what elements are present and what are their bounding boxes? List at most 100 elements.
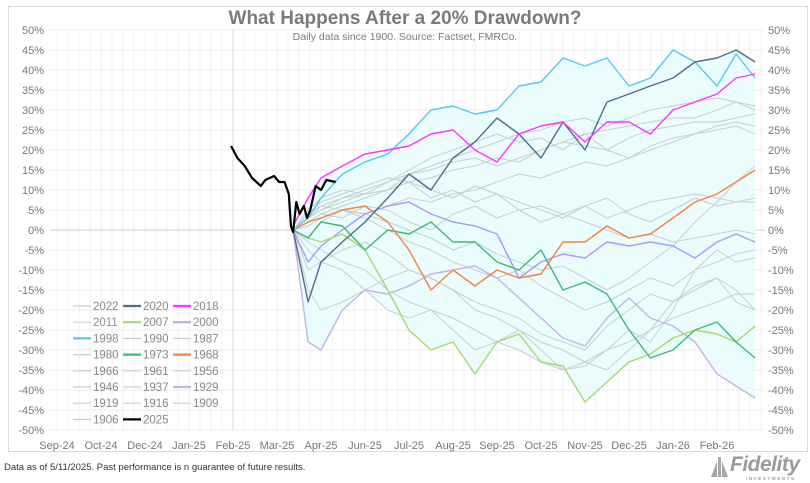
y-tick-label-left: 25% [22,125,44,137]
y-tick-label-left: -40% [18,385,44,397]
legend-label-2020: 2020 [143,301,169,313]
y-tick-label-left: 15% [22,165,44,177]
chart-title: What Happens After a 20% Drawdown? [228,8,582,29]
series-line-1909 [292,181,756,243]
legend-label-1929: 1929 [193,382,219,394]
x-tick-label: Jan-26 [656,440,690,452]
legend-label-1919: 1919 [93,398,119,410]
y-tick-label-left: -45% [18,405,44,417]
series-line-1937 [292,229,756,371]
series-line-1973 [292,221,756,359]
y-tick-label-right: -5% [768,245,788,257]
y-tick-label-right: -35% [768,365,794,377]
y-tick-label-right: 35% [768,85,790,97]
legend-label-1946: 1946 [93,382,119,394]
y-tick-label-left: 30% [22,105,44,117]
legend-label-1980: 1980 [93,350,119,362]
y-tick-label-left: -35% [18,365,44,377]
x-tick-label: Jun-25 [348,440,382,452]
y-tick-label-right: -20% [768,305,794,317]
x-tick-label: Jul-25 [394,440,424,452]
series-line-1980 [292,125,756,231]
y-tick-label-left: -50% [18,425,44,437]
y-tick-label-left: -10% [18,265,44,277]
fidelity-logo: Fidelity INVESTMENTS [708,453,808,483]
y-tick-label-right: 5% [768,205,784,217]
series-line-1998 [292,49,756,231]
y-tick-label-right: 25% [768,125,790,137]
legend-label-1973: 1973 [143,350,169,362]
x-tick-label: Oct-25 [524,440,557,452]
series-line-1929 [292,229,756,399]
disclaimer: Data as of 5/11/2025. Past performance i… [4,462,306,473]
legend-label-1916: 1916 [143,398,169,410]
legend-label-1956: 1956 [193,366,219,378]
logo-subtext: INVESTMENTS [746,476,796,481]
x-tick-label: Nov-25 [567,440,602,452]
series-line-1956 [292,165,756,291]
series-line-2007 [292,229,756,403]
y-tick-label-right: -10% [768,265,794,277]
y-tick-label-left: 35% [22,85,44,97]
x-tick-label: Sep-24 [39,440,74,452]
legend-label-1966: 1966 [93,366,119,378]
x-tick-label: Dec-25 [611,440,646,452]
y-tick-label-right: 45% [768,45,790,57]
series-line-2025 [230,145,336,234]
range-band [293,50,756,402]
y-tick-label-right: -25% [768,325,794,337]
x-tick-label: Dec-24 [127,440,162,452]
legend-label-2025: 2025 [143,414,169,426]
x-tick-label: Apr-25 [304,440,337,452]
y-tick-label-right: 20% [768,145,790,157]
x-tick-label: Oct-24 [84,440,117,452]
y-tick-label-left: 45% [22,45,44,57]
series-line-2018 [292,73,756,227]
legend-label-1909: 1909 [193,398,219,410]
y-tick-label-right: 0% [768,225,784,237]
logo-wordmark: Fidelity [730,453,800,476]
pyramid-icon [711,457,728,477]
x-tick-label: Feb-26 [700,440,735,452]
legend-label-2018: 2018 [193,301,219,313]
legend-label-1961: 1961 [143,366,169,378]
x-tick-label: Mar-25 [260,440,295,452]
legend-label-1937: 1937 [143,382,169,394]
legend-label-2007: 2007 [143,317,169,329]
series-line-1968 [292,169,756,291]
y-tick-label-right: 10% [768,185,790,197]
y-tick-label-right: -40% [768,385,794,397]
series-line-1990 [292,113,756,231]
y-tick-label-left: -30% [18,345,44,357]
y-tick-label-left: -20% [18,305,44,317]
legend-label-2011: 2011 [93,317,118,329]
y-tick-label-left: 5% [28,205,44,217]
y-tick-label-left: -5% [24,245,44,257]
y-tick-label-right: 50% [768,25,790,37]
legend-label-1906: 1906 [93,414,119,426]
legend-label-1968: 1968 [193,350,219,362]
y-tick-label-left: 40% [22,65,44,77]
y-tick-label-right: -45% [768,405,794,417]
legend: 2022 2020 2018 2011 2007 2000 1998 1990 1987 1980… [73,301,219,426]
legend-label-1998: 1998 [93,333,119,345]
y-tick-label-right: -30% [768,345,794,357]
legend-label-1990: 1990 [143,333,169,345]
y-tick-label-right: 40% [768,65,790,77]
legend-label-2022: 2022 [93,301,119,313]
x-tick-label: Sep-25 [479,440,514,452]
y-tick-label-right: -15% [768,285,794,297]
y-tick-label-right: -50% [768,425,794,437]
x-tick-label: Jan-25 [172,440,206,452]
legend-label-2000: 2000 [193,317,219,329]
x-tick-label: Feb-25 [216,440,251,452]
y-tick-label-left: 20% [22,145,44,157]
series-line-1919 [292,177,756,231]
chart-frame [8,6,808,452]
y-tick-label-left: 10% [22,185,44,197]
y-tick-label-right: 15% [768,165,790,177]
y-tick-label-right: 30% [768,105,790,117]
y-tick-label-left: 0% [28,225,44,237]
y-tick-label-left: -15% [18,285,44,297]
